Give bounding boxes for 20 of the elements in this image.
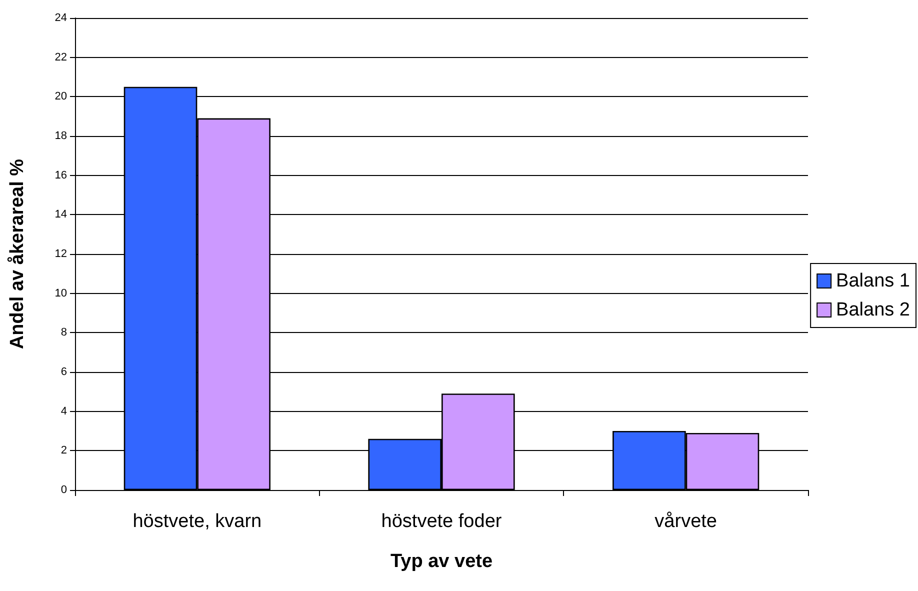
y-tick-label: 8	[60, 326, 67, 339]
y-tick-label: 0	[60, 484, 67, 496]
x-tick-label: höstvete foder	[381, 511, 502, 532]
y-tick-label: 24	[54, 12, 67, 24]
legend-label: Balans 2	[836, 300, 910, 320]
y-tick-label: 14	[54, 208, 67, 221]
x-tick-label: höstvete, kvarn	[132, 511, 262, 532]
y-tick-label: 4	[60, 405, 67, 418]
y-tick-label: 12	[54, 248, 67, 260]
y-tick-label: 18	[54, 130, 67, 142]
x-tick-label: vårvete	[654, 511, 717, 532]
y-axis-title: Andel av åkerareal %	[7, 158, 28, 350]
y-tick-label: 20	[54, 90, 67, 103]
y-tick-label: 16	[54, 169, 67, 182]
y-tick-label: 6	[60, 366, 67, 378]
legend-label: Balans 1	[836, 270, 910, 292]
x-axis-title: Typ av vete	[390, 551, 493, 572]
y-tick-label: 2	[60, 444, 67, 457]
y-tick-label: 22	[54, 51, 67, 64]
y-tick-label: 10	[54, 287, 67, 300]
